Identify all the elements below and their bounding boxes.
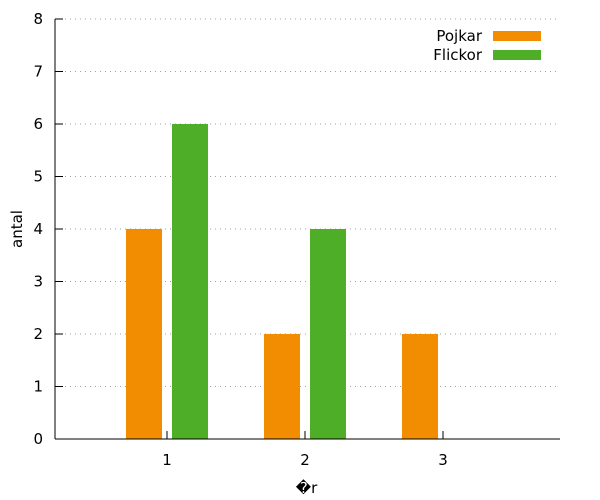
y-tick-label: 3	[33, 273, 43, 291]
legend-swatch-flickor	[493, 50, 541, 60]
bar-pojkar-1	[126, 229, 162, 439]
y-tick-label: 6	[33, 115, 43, 133]
bar-pojkar-3	[402, 334, 438, 439]
legend-label-flickor: Flickor	[433, 46, 483, 64]
legend-swatch-pojkar	[493, 31, 541, 41]
y-axis-label: antal	[8, 210, 26, 248]
y-tick-label: 5	[33, 168, 43, 186]
bar-flickor-1	[172, 124, 208, 439]
bar-pojkar-2	[264, 334, 300, 439]
y-tick-label: 7	[33, 63, 43, 81]
y-tick-label: 4	[33, 220, 43, 238]
bar-flickor-2	[310, 229, 346, 439]
x-tick-label: 1	[162, 451, 172, 469]
x-axis-label: �r	[296, 479, 318, 497]
x-tick-label: 3	[438, 451, 448, 469]
y-ticks: 0 1 2 3 4 5 6 7 8	[33, 10, 63, 448]
bars	[126, 124, 438, 439]
x-ticks: 1 2 3	[162, 431, 448, 469]
x-tick-label: 2	[300, 451, 310, 469]
grid-lines	[55, 18, 560, 387]
legend-label-pojkar: Pojkar	[436, 27, 482, 45]
y-tick-label: 0	[33, 430, 43, 448]
y-tick-label: 8	[33, 10, 43, 28]
y-tick-label: 1	[33, 378, 43, 396]
y-tick-label: 2	[33, 325, 43, 343]
